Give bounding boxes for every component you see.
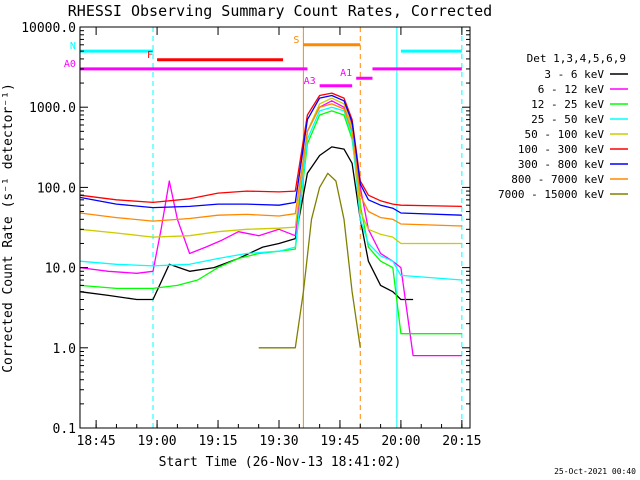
- y-tick-label-3: 100.0: [37, 181, 76, 196]
- chart-title: RHESSI Observing Summary Count Rates, Co…: [68, 2, 492, 20]
- series-line-1: [79, 100, 462, 357]
- flag-label-f: F: [147, 50, 153, 61]
- x-axis: 18:45 19:00 19:15 19:30 19:45 20:00 20:15: [77, 27, 481, 449]
- series-line-8: [258, 172, 361, 349]
- y-tick-label-1: 1.0: [53, 342, 76, 357]
- y-tick-label-0: 0.1: [53, 422, 76, 437]
- flag-label-a3: A3: [304, 76, 316, 87]
- flag-label-a1: A1: [340, 68, 352, 79]
- plot-frame: [79, 26, 471, 429]
- legend-label-2: 12 - 25 keV: [531, 98, 604, 111]
- flag-label-a0: A0: [64, 59, 76, 70]
- x-tick-label-5: 20:00: [381, 434, 420, 449]
- legend-label-3: 25 - 50 keV: [531, 113, 604, 126]
- x-tick-label-4: 19:45: [320, 434, 359, 449]
- series-line-5: [79, 92, 462, 208]
- y-axis-label: Corrected Count Rate (s⁻¹ detector⁻¹): [1, 83, 16, 373]
- plot-area: N F S A0 A1 A3: [64, 27, 463, 428]
- legend-label-6: 300 - 800 keV: [518, 158, 604, 171]
- legend: Det 1,3,4,5,6,9 3 - 6 keV 6 - 12 keV 12 - …: [498, 52, 628, 201]
- x-tick-label-6: 20:15: [442, 434, 481, 449]
- legend-label-7: 800 - 7000 keV: [511, 173, 604, 186]
- series-line-4: [79, 97, 462, 245]
- y-tick-label-4: 1000.0: [29, 101, 76, 116]
- flag-label-n: N: [70, 41, 76, 52]
- timestamp: 25-Oct-2021 00:40: [554, 467, 636, 476]
- legend-label-8: 7000 - 15000 keV: [498, 188, 604, 201]
- y-tick-label-2: 10.0: [45, 262, 76, 277]
- x-tick-label-2: 19:15: [198, 434, 237, 449]
- legend-label-5: 100 - 300 keV: [518, 143, 604, 156]
- x-tick-label-0: 18:45: [77, 434, 116, 449]
- series-line-0: [79, 146, 414, 301]
- x-tick-label-1: 19:00: [138, 434, 177, 449]
- x-tick-label-3: 19:30: [259, 434, 298, 449]
- y-tick-label-5: 10000.0: [21, 21, 76, 36]
- series-line-2: [79, 110, 462, 335]
- series-line-7: [79, 103, 462, 227]
- x-axis-label: Start Time (26-Nov-13 18:41:02): [159, 455, 402, 470]
- series-line-3: [79, 106, 462, 281]
- legend-title: Det 1,3,4,5,6,9: [527, 52, 626, 65]
- legend-label-1: 6 - 12 keV: [538, 83, 605, 96]
- legend-label-4: 50 - 100 keV: [525, 128, 605, 141]
- flag-label-s: S: [293, 35, 299, 46]
- y-axis: 0.1 1.0 10.0 100.0 1000.0 10000.0: [21, 21, 470, 437]
- series-line-6: [79, 94, 462, 216]
- legend-label-0: 3 - 6 keV: [544, 68, 604, 81]
